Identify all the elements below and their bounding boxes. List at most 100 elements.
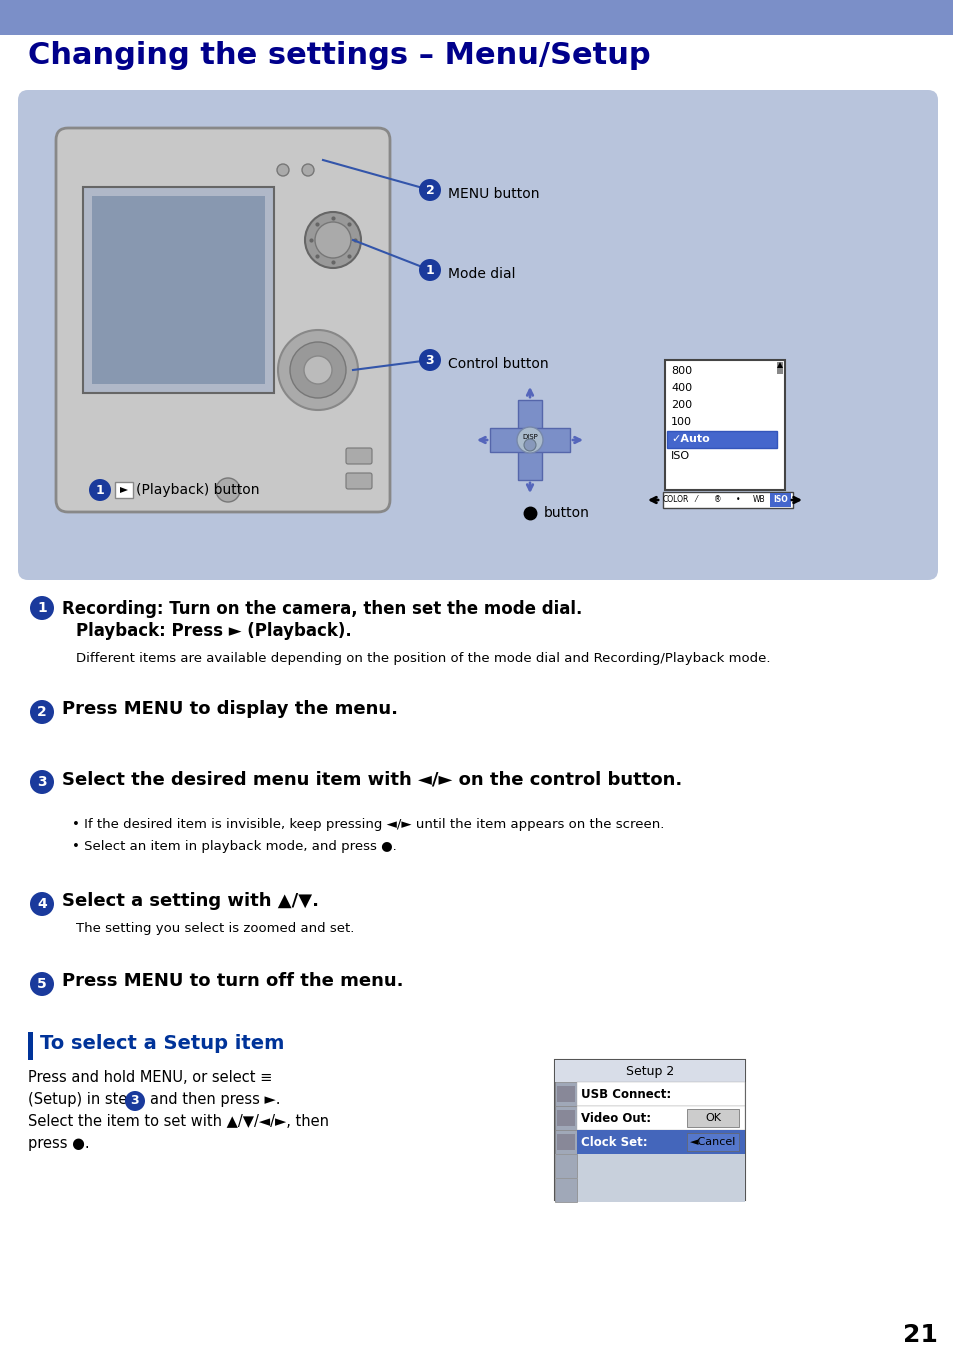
Text: Select the desired menu item with ◄/► on the control button.: Select the desired menu item with ◄/► on… <box>62 769 681 788</box>
Text: Recording: Turn on the camera, then set the mode dial.: Recording: Turn on the camera, then set … <box>62 600 581 617</box>
FancyBboxPatch shape <box>555 1060 744 1082</box>
Text: 100: 100 <box>670 417 691 427</box>
FancyBboxPatch shape <box>28 1033 33 1060</box>
Text: DISP: DISP <box>521 434 537 440</box>
Text: 200: 200 <box>670 400 691 410</box>
Text: COLOR: COLOR <box>661 495 688 505</box>
FancyBboxPatch shape <box>555 1153 744 1178</box>
FancyBboxPatch shape <box>776 362 782 375</box>
Text: Press and hold MENU, or select ≡: Press and hold MENU, or select ≡ <box>28 1071 273 1086</box>
Circle shape <box>305 212 360 267</box>
Text: Press MENU to turn off the menu.: Press MENU to turn off the menu. <box>62 972 403 991</box>
Circle shape <box>215 478 240 502</box>
Circle shape <box>30 700 54 725</box>
FancyBboxPatch shape <box>557 1110 575 1126</box>
FancyBboxPatch shape <box>555 1130 577 1153</box>
FancyBboxPatch shape <box>577 1082 744 1106</box>
FancyBboxPatch shape <box>555 1178 577 1202</box>
Circle shape <box>302 164 314 176</box>
Text: 2: 2 <box>37 706 47 719</box>
FancyBboxPatch shape <box>18 90 937 579</box>
Text: ◄Cancel: ◄Cancel <box>689 1137 736 1147</box>
FancyBboxPatch shape <box>666 432 776 448</box>
Text: 21: 21 <box>902 1323 937 1348</box>
Text: 4: 4 <box>37 897 47 911</box>
Text: and then press ►.: and then press ►. <box>150 1092 280 1107</box>
Text: Video Out:: Video Out: <box>580 1111 651 1125</box>
Text: 400: 400 <box>670 383 691 394</box>
Text: •: • <box>736 495 740 505</box>
FancyBboxPatch shape <box>769 493 790 508</box>
Text: 1: 1 <box>425 263 434 277</box>
Text: 1: 1 <box>37 601 47 615</box>
Circle shape <box>517 427 542 453</box>
Text: • Select an item in playback mode, and press ●.: • Select an item in playback mode, and p… <box>71 840 396 854</box>
Text: Clock Set:: Clock Set: <box>580 1136 647 1148</box>
Text: Press MENU to display the menu.: Press MENU to display the menu. <box>62 700 397 718</box>
FancyBboxPatch shape <box>662 493 792 508</box>
Text: 5: 5 <box>37 977 47 991</box>
FancyBboxPatch shape <box>532 427 569 452</box>
Circle shape <box>418 179 440 201</box>
Text: Setup 2: Setup 2 <box>625 1064 674 1077</box>
FancyBboxPatch shape <box>686 1109 739 1128</box>
FancyBboxPatch shape <box>91 195 265 384</box>
Circle shape <box>30 892 54 916</box>
FancyBboxPatch shape <box>557 1086 575 1102</box>
Circle shape <box>314 223 351 258</box>
Text: 3: 3 <box>425 354 434 366</box>
FancyBboxPatch shape <box>490 427 527 452</box>
Text: press ●.: press ●. <box>28 1136 90 1151</box>
Text: Control button: Control button <box>448 357 548 370</box>
Text: ✓Auto: ✓Auto <box>670 434 709 444</box>
Text: The setting you select is zoomed and set.: The setting you select is zoomed and set… <box>76 921 354 935</box>
Circle shape <box>276 164 289 176</box>
Text: 1: 1 <box>95 483 104 497</box>
Text: ®: ® <box>713 495 720 505</box>
FancyBboxPatch shape <box>577 1106 744 1130</box>
Text: ⁄: ⁄ <box>695 495 697 505</box>
Circle shape <box>89 479 111 501</box>
Text: ISO: ISO <box>772 495 787 505</box>
FancyBboxPatch shape <box>555 1082 577 1106</box>
FancyBboxPatch shape <box>517 400 541 438</box>
FancyBboxPatch shape <box>517 442 541 480</box>
Text: 3: 3 <box>37 775 47 788</box>
Text: button: button <box>543 506 589 520</box>
Text: (Setup) in step: (Setup) in step <box>28 1092 136 1107</box>
FancyBboxPatch shape <box>115 482 132 498</box>
Circle shape <box>304 356 332 384</box>
Circle shape <box>418 259 440 281</box>
Text: Mode dial: Mode dial <box>448 267 515 281</box>
Text: ISO: ISO <box>670 451 689 461</box>
Polygon shape <box>120 487 128 493</box>
Text: (Playback) button: (Playback) button <box>136 483 259 497</box>
FancyBboxPatch shape <box>577 1130 744 1153</box>
Text: Select the item to set with ▲/▼/◄/►, then: Select the item to set with ▲/▼/◄/►, the… <box>28 1114 329 1129</box>
FancyBboxPatch shape <box>686 1133 739 1151</box>
Text: MENU button: MENU button <box>448 187 539 201</box>
FancyBboxPatch shape <box>557 1134 575 1149</box>
Circle shape <box>418 349 440 370</box>
FancyBboxPatch shape <box>555 1106 577 1130</box>
FancyBboxPatch shape <box>0 0 953 35</box>
Text: 800: 800 <box>670 366 691 376</box>
Circle shape <box>30 769 54 794</box>
Text: 2: 2 <box>425 183 434 197</box>
Text: Select a setting with ▲/▼.: Select a setting with ▲/▼. <box>62 892 318 911</box>
FancyBboxPatch shape <box>56 128 390 512</box>
FancyBboxPatch shape <box>555 1153 577 1178</box>
Text: Different items are available depending on the position of the mode dial and Rec: Different items are available depending … <box>76 651 770 665</box>
Text: To select a Setup item: To select a Setup item <box>40 1034 284 1053</box>
Text: Changing the settings – Menu/Setup: Changing the settings – Menu/Setup <box>28 41 650 69</box>
Text: OK: OK <box>704 1113 720 1124</box>
FancyBboxPatch shape <box>555 1178 744 1202</box>
Circle shape <box>277 330 357 410</box>
Circle shape <box>125 1091 145 1111</box>
Circle shape <box>523 440 536 451</box>
Circle shape <box>290 342 346 398</box>
Text: • If the desired item is invisible, keep pressing ◄/► until the item appears on : • If the desired item is invisible, keep… <box>71 818 663 830</box>
Text: 3: 3 <box>131 1095 139 1107</box>
FancyBboxPatch shape <box>346 474 372 489</box>
Text: Playback: Press ► (Playback).: Playback: Press ► (Playback). <box>76 622 352 641</box>
